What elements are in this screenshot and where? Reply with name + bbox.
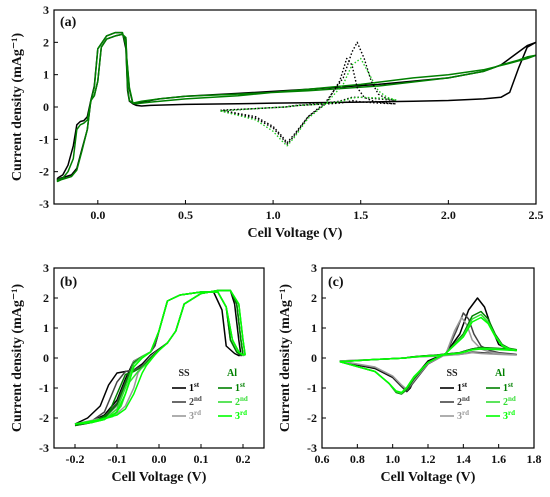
y-tick-label: 1 — [43, 321, 49, 335]
x-tick-label: 2.5 — [529, 208, 544, 222]
y-tick-label: 1 — [311, 321, 317, 335]
y-tick-label: -3 — [39, 197, 49, 211]
legend-label-al-2: 2nd — [235, 395, 248, 408]
y-tick-label: -1 — [39, 132, 49, 146]
legend-label-ss-3: 3rd — [457, 409, 469, 422]
y-tick-label: -3 — [307, 441, 317, 455]
x-tick-label: 0.5 — [178, 208, 193, 222]
panel-b: -0.2 -0.1 0.0 0.1 0.2 -3 -2 -1 0 1 2 3 Cell Voltage … — [10, 261, 265, 485]
panel-label: (a) — [60, 15, 77, 30]
legend-header-ss: SS — [446, 368, 458, 379]
series-line-1 — [339, 297, 518, 393]
x-tick-label: 1.6 — [491, 452, 506, 466]
y-tick-label: -1 — [39, 381, 49, 395]
y-tick-label: 2 — [311, 291, 317, 305]
legend-header-al: Al — [495, 368, 505, 379]
x-tick-label: 1.2 — [421, 452, 436, 466]
legend-label-al-3: 3rd — [235, 409, 247, 422]
series-line-6 — [339, 316, 518, 394]
x-tick-label: 1.8 — [527, 452, 542, 466]
legend-label-al-1: 1st — [503, 381, 514, 394]
legend-label-al-2: 2nd — [503, 395, 516, 408]
x-axis-label: Cell Voltage (V) — [381, 470, 476, 485]
y-axis-label: Current density (mAg⁻¹) — [10, 33, 25, 182]
y-tick-label: 2 — [43, 35, 49, 49]
y-tick-label: 0 — [43, 100, 49, 114]
y-tick-label: 0 — [311, 351, 317, 365]
series-line-6 — [74, 289, 246, 425]
panel-a: 0.0 0.5 1.0 1.5 2.0 2.5 -3 -2 -1 0 1 2 3 Cell Voltage… — [10, 3, 544, 241]
x-tick-label: 0.8 — [350, 452, 365, 466]
x-tick-label: -0.1 — [108, 452, 127, 466]
series-line-5 — [220, 57, 397, 147]
y-axis-label: Current density (mAg⁻¹) — [10, 284, 25, 433]
series-line-3 — [220, 57, 397, 144]
x-tick-label: 1.0 — [385, 452, 400, 466]
y-tick-label: -3 — [39, 441, 49, 455]
x-tick-label: 0.2 — [236, 452, 251, 466]
x-tick-label: 2.0 — [441, 208, 456, 222]
y-tick-label: 3 — [311, 261, 317, 275]
series-line-1 — [74, 289, 242, 425]
legend-header-ss: SS — [178, 368, 190, 379]
series-line-2 — [56, 31, 536, 183]
y-tick-label: 3 — [43, 261, 49, 275]
legend-label-ss-1: 1st — [457, 381, 468, 394]
y-tick-label: 1 — [43, 68, 49, 82]
panel-label: (c) — [328, 275, 344, 290]
y-tick-label: -2 — [39, 411, 49, 425]
legend-label-al-1: 1st — [235, 381, 246, 394]
legend-header-al: Al — [227, 368, 237, 379]
panel-c: 0.6 0.8 1.0 1.2 1.4 1.6 1.8 -3 -2 -1 0 1 2 3 Cell Volt… — [278, 261, 542, 485]
x-tick-label: 0.6 — [315, 452, 330, 466]
legend-label-ss-2: 2nd — [189, 395, 202, 408]
x-tick-label: 0.0 — [90, 208, 105, 222]
panel-label: (b) — [60, 275, 77, 290]
x-tick-label: 1.4 — [456, 452, 471, 466]
legend-label-ss-1: 1st — [189, 381, 200, 394]
y-tick-label: 3 — [43, 3, 49, 17]
y-tick-label: 0 — [43, 351, 49, 365]
legend-label-ss-2: 2nd — [457, 395, 470, 408]
legend-label-ss-3: 3rd — [189, 409, 201, 422]
legend-label-al-3: 3rd — [503, 409, 515, 422]
y-tick-label: -1 — [307, 381, 317, 395]
y-tick-label: -2 — [307, 411, 317, 425]
y-axis-label: Current density (mAg⁻¹) — [278, 284, 293, 433]
y-tick-label: 2 — [43, 291, 49, 305]
x-tick-label: 1.5 — [353, 208, 368, 222]
series-line-3 — [339, 316, 518, 391]
x-tick-label: 0.1 — [194, 452, 209, 466]
x-tick-label: -0.2 — [66, 452, 85, 466]
x-axis-label: Cell Voltage (V) — [112, 470, 207, 485]
x-axis-label: Cell Voltage (V) — [248, 226, 343, 241]
x-tick-label: 0.0 — [152, 452, 167, 466]
y-tick-label: -2 — [39, 165, 49, 179]
x-tick-label: 1.0 — [266, 208, 281, 222]
